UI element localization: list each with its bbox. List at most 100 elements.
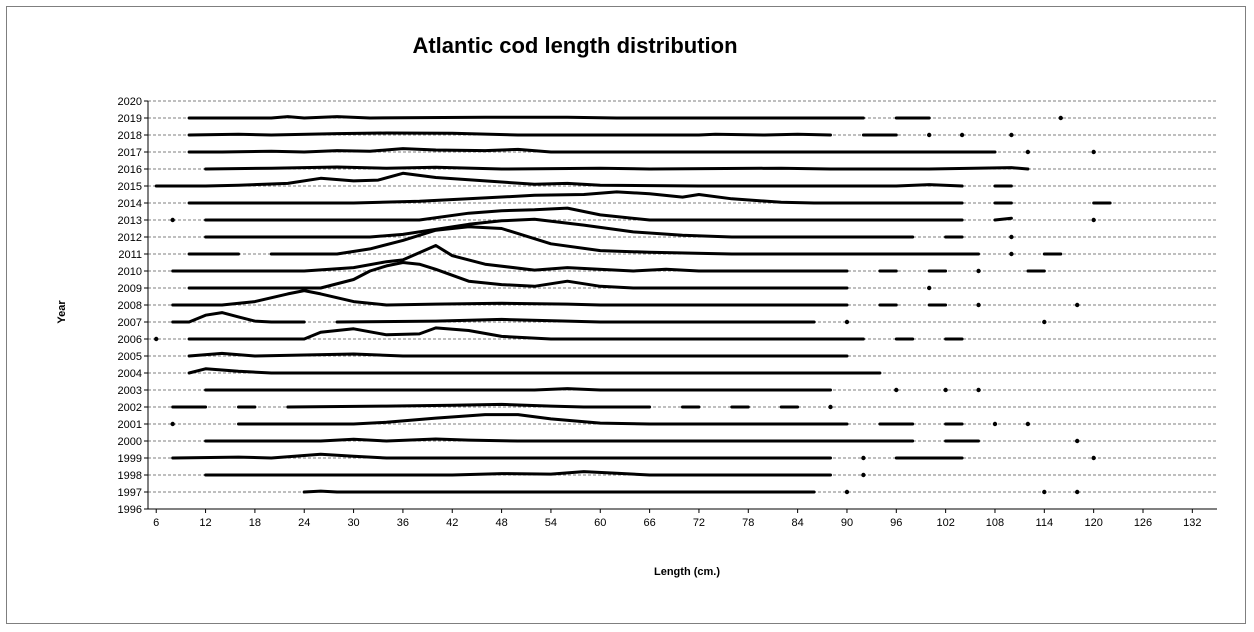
series-2003-point-1 [943, 387, 948, 393]
series-1997-segment-0 [302, 489, 816, 494]
series-2008-point-0 [976, 302, 981, 308]
series-2017-point-1 [1091, 149, 1096, 155]
series-2013-point-0 [170, 217, 175, 223]
y-tick-label-2003: 2003 [118, 385, 142, 397]
series-2010-point-0 [976, 268, 981, 274]
series-1998 [204, 470, 866, 478]
y-tick-label-2006: 2006 [118, 334, 142, 346]
series-2001-point-1 [992, 421, 998, 427]
x-tick-label-90: 90 [841, 517, 853, 529]
y-tick-label-1996: 1996 [118, 504, 142, 516]
series-2016 [204, 165, 1030, 171]
x-tick-labels: 6 12 18 24 30 36 42 48 54 60 66 72 78 84 90 96 102 108 114… [153, 517, 1201, 529]
series-2002-segment-2 [286, 402, 652, 409]
series-2008 [171, 289, 1080, 308]
x-tick-label-132: 132 [1183, 517, 1201, 529]
chart-canvas: Atlantic cod length distribution Year Le… [56, 33, 1217, 578]
x-tick-label-96: 96 [890, 517, 902, 529]
x-tick-label-72: 72 [693, 517, 705, 529]
series-2019-segment-0 [187, 115, 865, 120]
series-2001 [170, 413, 1031, 427]
series-2012 [204, 217, 1014, 240]
series-2000-point-0 [1075, 438, 1080, 444]
series-2013-segment-1 [993, 216, 1013, 222]
x-tick-label-48: 48 [495, 517, 507, 529]
series-2003 [204, 387, 981, 393]
y-tick-label-2010: 2010 [118, 266, 142, 278]
series-1997-point-1 [1042, 489, 1047, 495]
series-2006-point-0 [154, 336, 159, 342]
series-2006 [154, 326, 964, 342]
series-2011 [187, 225, 1063, 257]
series-2010 [171, 244, 1046, 274]
series-2018-point-0 [926, 132, 932, 138]
series-1997-point-0 [844, 489, 850, 495]
x-tick-label-18: 18 [249, 517, 261, 529]
series-1999 [171, 452, 1096, 461]
series-2013-point-1 [1091, 217, 1096, 223]
x-tick-label-114: 114 [1036, 517, 1054, 529]
series-2004 [187, 367, 882, 375]
y-tick-label-2014: 2014 [118, 198, 142, 210]
series-2009-segment-0 [187, 261, 849, 290]
series-1997-point-2 [1075, 489, 1080, 495]
series-2007-point-1 [1042, 319, 1047, 325]
series-layer [154, 115, 1112, 495]
y-tick-label-2011: 2011 [118, 249, 142, 261]
series-2007-segment-0 [171, 311, 306, 324]
y-tick-label-2000: 2000 [118, 436, 142, 448]
x-tick-label-36: 36 [397, 517, 409, 529]
series-2015 [154, 171, 1013, 188]
x-tick-label-24: 24 [298, 517, 310, 529]
series-2011-segment-1 [269, 225, 980, 256]
series-2016-segment-0 [204, 165, 1030, 171]
series-2003-point-2 [976, 387, 981, 393]
series-2005 [187, 351, 849, 358]
series-2001-segment-0 [237, 413, 849, 426]
x-tick-label-84: 84 [791, 517, 803, 529]
y-tick-label-2013: 2013 [118, 215, 142, 227]
series-2018-segment-0 [187, 131, 832, 137]
series-2005-segment-0 [187, 351, 849, 358]
y-tick-label-2019: 2019 [118, 113, 142, 125]
y-tick-label-2001: 2001 [118, 419, 142, 431]
series-2018-point-2 [1009, 132, 1014, 138]
series-2011-point-0 [1009, 251, 1014, 257]
y-tick-label-2004: 2004 [118, 368, 142, 380]
series-1998-point-0 [861, 472, 866, 478]
series-2007-segment-1 [335, 317, 816, 324]
y-axis-title: Year [56, 300, 68, 324]
series-2014-segment-0 [187, 190, 964, 205]
series-2008-point-1 [1075, 302, 1080, 308]
series-2010-segment-0 [171, 244, 849, 273]
y-tick-label-1997: 1997 [118, 487, 142, 499]
series-2013-segment-0 [204, 206, 964, 222]
y-tick-label-2007: 2007 [118, 317, 142, 329]
y-tick-label-1999: 1999 [118, 453, 142, 465]
series-2012-point-0 [1009, 234, 1014, 240]
series-2001-point-0 [170, 421, 175, 427]
series-2013 [170, 206, 1096, 223]
chart-frame: Atlantic cod length distribution Year Le… [6, 6, 1246, 624]
series-2007-point-0 [844, 319, 850, 325]
y-tick-label-2018: 2018 [118, 130, 142, 142]
y-tick-label-2015: 2015 [118, 181, 142, 193]
axis-layer [144, 100, 1217, 513]
x-tick-label-120: 120 [1084, 517, 1102, 529]
series-2019-point-0 [1058, 115, 1063, 121]
series-2012-segment-0 [204, 217, 915, 239]
y-tick-labels: 1996 1997 1998 1999 2000 2001 2002 2003 2004 2005… [118, 96, 142, 516]
y-tick-label-2017: 2017 [118, 147, 142, 159]
series-2014 [187, 190, 1112, 205]
series-1999-point-1 [1091, 455, 1096, 461]
grid-layer [148, 100, 1217, 493]
series-2004-segment-0 [187, 367, 882, 375]
y-tick-label-2008: 2008 [118, 300, 142, 312]
series-2015-segment-0 [154, 171, 964, 188]
series-2001-point-2 [1025, 421, 1031, 427]
series-2009-point-0 [926, 285, 932, 291]
series-2019 [187, 115, 1063, 121]
series-2003-point-0 [894, 387, 899, 393]
x-axis-title: Length (cm.) [654, 566, 720, 578]
x-tick-label-60: 60 [594, 517, 606, 529]
